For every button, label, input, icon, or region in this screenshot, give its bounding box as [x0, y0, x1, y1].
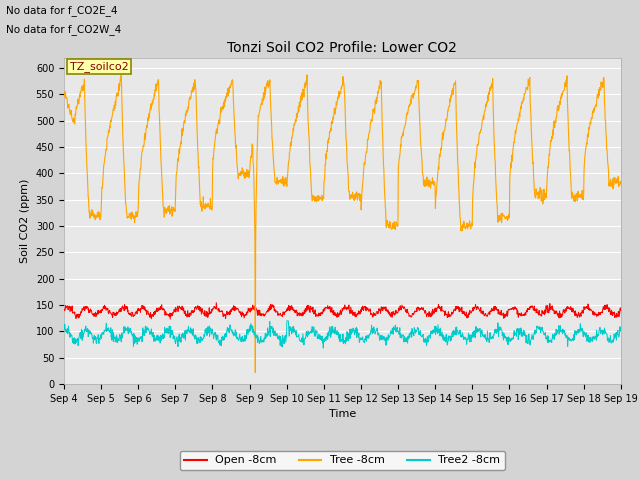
Legend: Open -8cm, Tree -8cm, Tree2 -8cm: Open -8cm, Tree -8cm, Tree2 -8cm [180, 451, 505, 470]
Text: TZ_soilco2: TZ_soilco2 [70, 61, 128, 72]
Text: No data for f_CO2W_4: No data for f_CO2W_4 [6, 24, 122, 35]
X-axis label: Time: Time [329, 409, 356, 419]
Title: Tonzi Soil CO2 Profile: Lower CO2: Tonzi Soil CO2 Profile: Lower CO2 [227, 41, 458, 55]
Y-axis label: Soil CO2 (ppm): Soil CO2 (ppm) [20, 179, 30, 263]
Text: No data for f_CO2E_4: No data for f_CO2E_4 [6, 5, 118, 16]
